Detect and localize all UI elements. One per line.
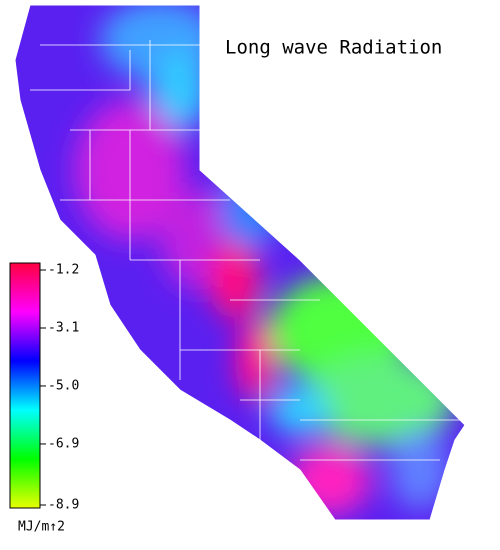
colorbar-unit: MJ/m↑2 [18, 520, 65, 535]
colorbar-tick-label: -5.0 [48, 378, 79, 393]
colorbar-tick-label: -1.2 [48, 263, 79, 278]
colorbar-tick-label: -6.9 [48, 436, 79, 451]
colorbar-tick-label: -3.1 [48, 320, 79, 335]
county-lines [30, 40, 460, 461]
colorbar-tick-label: -8.9 [48, 498, 79, 513]
colorbar [9, 262, 41, 509]
map-title: Long wave Radiation [225, 37, 442, 59]
